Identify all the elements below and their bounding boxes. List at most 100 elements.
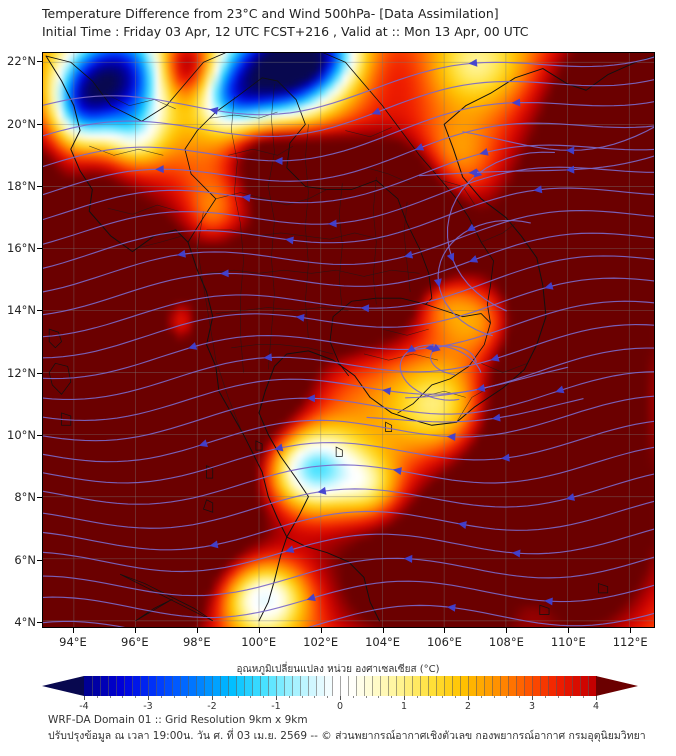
y-tick-label: 20°N (7, 116, 36, 131)
colorbar-segment (268, 676, 277, 696)
colorbar-tick-label: 1 (400, 701, 408, 712)
y-tick-mark (37, 61, 42, 63)
colorbar-segment-divider (540, 676, 541, 696)
colorbar-segment-divider (372, 676, 373, 696)
y-tick-mark (37, 434, 42, 436)
colorbar-segment (196, 676, 205, 696)
colorbar-minor-tick (416, 696, 418, 698)
colorbar-tick (532, 696, 533, 700)
colorbar-segment-divider (180, 676, 181, 696)
colorbar-segment (100, 676, 109, 696)
colorbar-minor-tick (429, 696, 431, 698)
colorbar-segment-divider (444, 676, 445, 696)
colorbar-segment-divider (436, 676, 437, 696)
footer-block: WRF-DA Domain 01 :: Grid Resolution 9km … (48, 712, 668, 744)
colorbar-segment-divider (300, 676, 301, 696)
colorbar-minor-tick (493, 696, 495, 698)
colorbar-tick (212, 696, 213, 700)
colorbar-segment-divider (364, 676, 365, 696)
y-tick-label: 8°N (14, 490, 36, 505)
colorbar-min-extend-arrow (42, 676, 84, 696)
colorbar-segment (580, 676, 589, 696)
colorbar-segment-divider (468, 676, 469, 696)
colorbar-segment (380, 676, 389, 696)
colorbar-segment-divider (212, 676, 213, 696)
colorbar-segment-divider (220, 676, 221, 696)
x-tick-label: 94°E (59, 635, 87, 649)
colorbar-segment-divider (276, 676, 277, 696)
colorbar-segment-divider (308, 676, 309, 696)
colorbar-segment-divider (324, 676, 325, 696)
colorbar-segment (444, 676, 453, 696)
colorbar-minor-tick (109, 696, 111, 698)
map-plot-area[interactable] (42, 52, 655, 628)
colorbar-segment-divider (556, 676, 557, 696)
colorbar-segment (316, 676, 325, 696)
x-tick-mark (506, 628, 508, 633)
colorbar-segment (324, 676, 333, 696)
y-tick-label: 4°N (14, 614, 36, 629)
y-tick-mark (37, 123, 42, 125)
colorbar-segment-divider (284, 676, 285, 696)
y-tick-mark (37, 185, 42, 187)
colorbar-minor-tick (570, 696, 572, 698)
colorbar-segment (564, 676, 573, 696)
colorbar-segment (388, 676, 397, 696)
colorbar-minor-tick (557, 696, 559, 698)
x-tick-label: 106°E (426, 635, 462, 649)
colorbar-segment-divider (588, 676, 589, 696)
y-tick-label: 10°N (7, 427, 36, 442)
colorbar-segment (148, 676, 157, 696)
colorbar-segment (124, 676, 133, 696)
colorbar-max-extend-arrow (596, 676, 638, 696)
colorbar-tick-label: 0 (336, 701, 344, 712)
colorbar-segment (468, 676, 477, 696)
colorbar-segment-divider (524, 676, 525, 696)
colorbar-segment-divider (356, 676, 357, 696)
colorbar-segment (284, 676, 293, 696)
colorbar-segment-divider (340, 676, 341, 696)
colorbar-segment-divider (292, 676, 293, 696)
colorbar-segment (116, 676, 125, 696)
colorbar-minor-tick (199, 696, 201, 698)
colorbar-segment-divider (452, 676, 453, 696)
colorbar-minor-tick (237, 696, 239, 698)
colorbar-minor-tick (365, 696, 367, 698)
x-tick-label: 102°E (303, 635, 339, 649)
colorbar-minor-tick (480, 696, 482, 698)
colorbar-minor-tick (544, 696, 546, 698)
colorbar-gradient (84, 676, 597, 696)
x-tick-label: 100°E (241, 635, 277, 649)
colorbar-tick (596, 696, 597, 700)
wind-streamlines (43, 56, 654, 627)
colorbar-segment-divider (236, 676, 237, 696)
colorbar-tick (276, 696, 277, 700)
colorbar-segment (212, 676, 221, 696)
colorbar-tick-label: -2 (207, 701, 217, 712)
colorbar-minor-tick (506, 696, 508, 698)
x-tick-label: 112°E (612, 635, 648, 649)
footer-line-2: ปรับปรุงข้อมูล ณ เวลา 19:00น. วัน ศ. ที่… (48, 730, 646, 742)
y-tick-label: 18°N (7, 178, 36, 193)
colorbar-segment-divider (564, 676, 565, 696)
colorbar-segment-divider (196, 676, 197, 696)
colorbar-segment (132, 676, 141, 696)
colorbar-minor-tick (135, 696, 137, 698)
colorbar-minor-tick (442, 696, 444, 698)
colorbar-minor-tick (288, 696, 290, 698)
colorbar-segment-divider (380, 676, 381, 696)
colorbar-segment (452, 676, 461, 696)
x-tick-mark (568, 628, 570, 633)
colorbar-segment-divider (508, 676, 509, 696)
colorbar-segment (180, 676, 189, 696)
colorbar-segment (220, 676, 229, 696)
x-tick-mark (320, 628, 322, 633)
colorbar-segment-divider (484, 676, 485, 696)
colorbar-minor-tick (160, 696, 162, 698)
colorbar-minor-tick (378, 696, 380, 698)
colorbar-segment (588, 676, 597, 696)
colorbar-tick-label: 3 (528, 701, 536, 712)
colorbar-minor-tick (173, 696, 175, 698)
colorbar-segment-divider (492, 676, 493, 696)
y-tick-mark (37, 248, 42, 250)
